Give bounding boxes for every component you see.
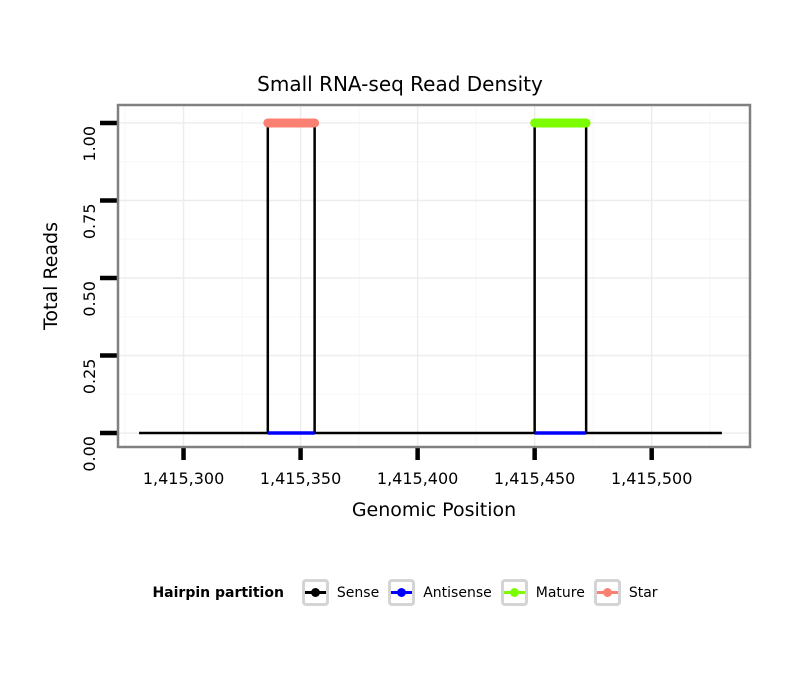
legend-label: Star xyxy=(628,584,658,601)
legend-item-star: Star xyxy=(593,579,658,606)
chart-title: Small RNA-seq Read Density xyxy=(257,72,543,96)
panel-border xyxy=(116,103,752,449)
y-tick-label: 0.75 xyxy=(80,203,99,239)
legend-label: Mature xyxy=(535,584,585,601)
x-tick-label: 1,415,500 xyxy=(611,469,692,488)
legend-item-antisense: Antisense xyxy=(388,579,492,606)
legend-glyph-star-icon xyxy=(596,588,618,597)
x-tick-label: 1,415,400 xyxy=(377,469,458,488)
panel-background xyxy=(118,105,750,447)
legend-label: Sense xyxy=(336,584,380,601)
y-axis-title: Total Reads xyxy=(40,222,62,331)
legend-key-antisense-icon xyxy=(388,579,416,606)
x-axis-title: Genomic Position xyxy=(352,499,516,521)
legend-items: Sense Antisense Mature Star xyxy=(301,579,658,606)
y-tick-label: 0.00 xyxy=(80,436,99,472)
legend-title: Hairpin partition xyxy=(152,584,284,601)
y-tick-label: 0.25 xyxy=(80,359,99,395)
legend: Hairpin partition Sense Antisense Mature St… xyxy=(0,579,810,606)
y-tick-label: 0.50 xyxy=(80,281,99,317)
x-tick-label: 1,415,300 xyxy=(143,469,224,488)
legend-item-sense: Sense xyxy=(301,579,380,606)
legend-glyph-sense-icon xyxy=(304,588,326,597)
legend-key-sense-icon xyxy=(301,579,329,606)
legend-item-mature: Mature xyxy=(500,579,585,606)
legend-glyph-mature-icon xyxy=(503,588,525,597)
legend-key-mature-icon xyxy=(500,579,528,606)
chart-canvas: 1,415,300 1,415,350 1,415,400 1,415,450 1,41… xyxy=(40,72,752,521)
y-tick-label: 1.00 xyxy=(80,126,99,162)
legend-label: Antisense xyxy=(423,584,492,601)
x-tick-label: 1,415,350 xyxy=(260,469,341,488)
series-sense-line xyxy=(139,121,722,435)
x-tick-label: 1,415,450 xyxy=(494,469,575,488)
legend-key-star-icon xyxy=(593,579,621,606)
legend-glyph-antisense-icon xyxy=(391,588,413,597)
